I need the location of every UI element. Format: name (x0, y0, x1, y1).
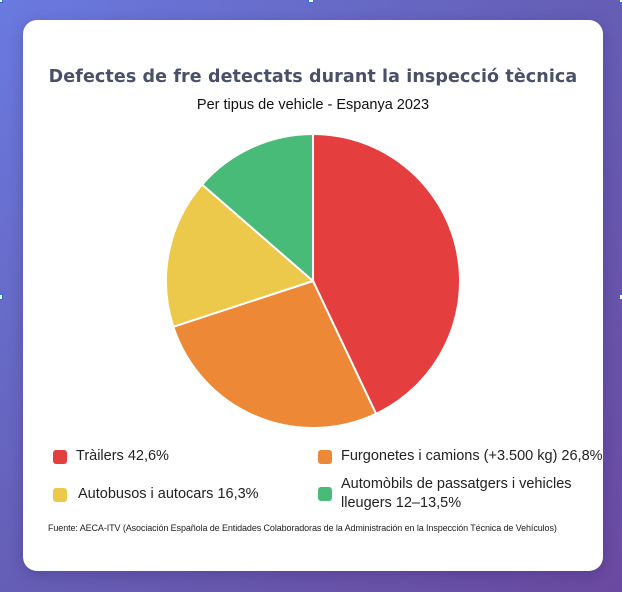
legend-label: Tràilers 42,6% (76, 448, 169, 464)
selection-handle-middle-right[interactable] (619, 294, 622, 300)
pie-chart (165, 132, 461, 429)
legend-swatch-buses (53, 487, 67, 502)
chart-card: Defectes de fre detectats durant la insp… (23, 20, 603, 571)
pie-slice-buses[interactable] (165, 183, 315, 329)
chart-title: Defectes de fre detectats durant la insp… (48, 67, 578, 87)
selection-handle-top-center[interactable] (308, 0, 314, 3)
legend-label: Furgonetes i camions (+3.500 kg) 26,8% (341, 448, 603, 464)
chart-source-note: Fuente: AECA-ITV (Asociación Española de… (48, 523, 557, 533)
legend-item-trailers: Tràilers 42,6% (53, 447, 169, 466)
chart-subtitle: Per tipus de vehicle - Espanya 2023 (196, 97, 430, 113)
legend-item-buses: Autobusos i autocars 16,3% (53, 485, 259, 504)
pie-slice-passenger-cars[interactable] (200, 132, 314, 284)
pie-slice-vans-trucks[interactable] (172, 279, 378, 429)
legend-item-vans-trucks: Furgonetes i camions (+3.500 kg) 26,8% (318, 447, 603, 466)
legend-swatch-vans-trucks (318, 449, 332, 464)
legend-label: Autobusos i autocars 16,3% (78, 486, 259, 502)
legend-item-passenger-cars: Automòbils de passatgers i vehicles lleu… (318, 475, 601, 513)
pie-slice-trailers[interactable] (312, 132, 461, 416)
selection-handle-middle-left[interactable] (0, 294, 3, 300)
selection-handle-top-left[interactable] (0, 0, 3, 3)
legend-swatch-trailers (53, 449, 67, 464)
legend-label: Automòbils de passatgers i vehicles lleu… (341, 476, 572, 511)
selection-handle-top-right[interactable] (619, 0, 622, 3)
legend-swatch-passenger-cars (318, 487, 332, 501)
